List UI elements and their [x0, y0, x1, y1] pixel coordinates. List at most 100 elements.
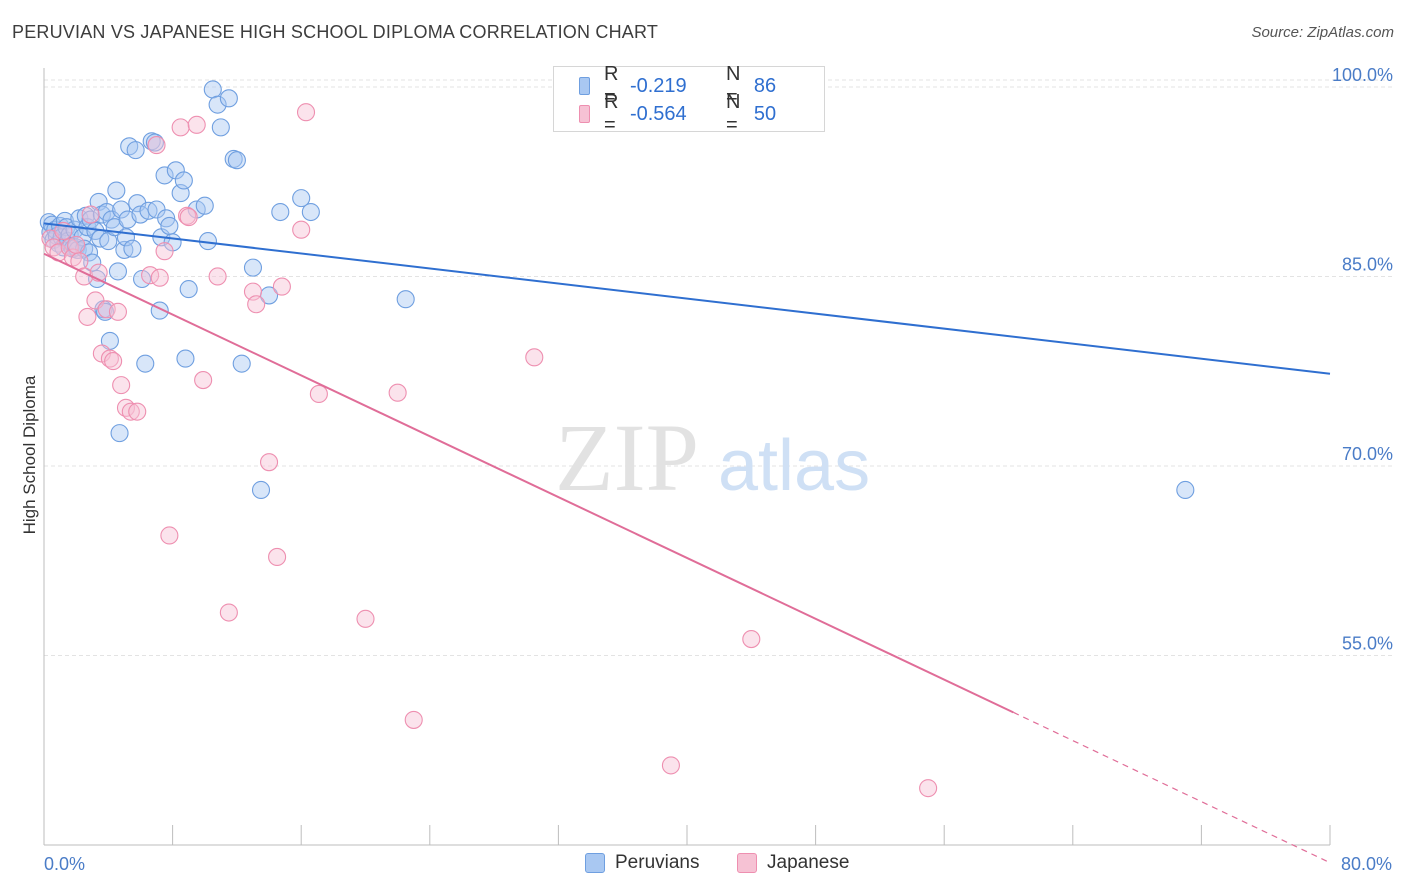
peruvians-point	[1176, 480, 1195, 500]
japanese-point	[388, 383, 407, 402]
legend-item-japanese[interactable]: Japanese	[737, 852, 849, 874]
japanese-point	[112, 376, 131, 395]
n-value: 50	[753, 102, 777, 125]
japanese-point	[194, 371, 213, 390]
japanese-trend-extension	[1013, 711, 1331, 864]
y-tick-label: 85.0%	[1342, 254, 1393, 274]
legend-label-japanese: Japanese	[767, 852, 850, 873]
japanese-point	[919, 779, 938, 798]
tick-labels: 100.0% 85.0% 70.0% 55.0% 0.0% 80.0%	[44, 65, 1393, 874]
japanese-point	[219, 603, 238, 622]
japanese-point	[309, 384, 328, 404]
peruvians-point	[126, 141, 145, 160]
peruvians-point	[136, 354, 155, 373]
japanese-point	[121, 402, 140, 421]
japanese-point	[259, 453, 279, 472]
peruvians-point	[219, 89, 238, 108]
peruvians-point	[195, 196, 214, 215]
japanese-point	[404, 710, 423, 729]
peruvians-point	[83, 253, 102, 272]
japanese-point	[179, 208, 198, 227]
japanese-point	[356, 609, 375, 628]
peruvians-point	[211, 118, 230, 137]
peruvians-point	[160, 216, 179, 235]
peruvians-point	[208, 95, 227, 114]
n-label: N =	[725, 91, 741, 136]
japanese-point	[155, 242, 174, 261]
japanese-trend-line	[43, 252, 1014, 714]
series-peruvians	[39, 80, 1195, 500]
y-tick-label: 55.0%	[1342, 633, 1393, 653]
peruvians-swatch	[579, 77, 591, 95]
legend-label-peruvians: Peruvians	[615, 852, 700, 873]
correlation-legend: R = -0.219 N = 86 R = -0.564 N = 50	[553, 63, 825, 136]
japanese-point	[247, 295, 266, 314]
r-label: R =	[604, 63, 619, 108]
peruvians-point	[243, 258, 263, 277]
chart-title: PERUVIAN VS JAPANESE HIGH SCHOOL DIPLOMA…	[12, 22, 659, 42]
x-tick-label: 80.0%	[1341, 854, 1392, 874]
peruvians-point	[227, 151, 246, 170]
japanese-point	[147, 136, 166, 155]
japanese-point	[272, 277, 291, 296]
japanese-point	[104, 352, 123, 371]
series-japanese	[41, 79, 938, 798]
japanese-swatch	[737, 853, 757, 873]
japanese-point	[160, 526, 179, 545]
peruvians-point	[112, 200, 131, 219]
peruvians-point	[110, 424, 129, 443]
japanese-point	[525, 348, 544, 367]
japanese-point	[171, 118, 190, 137]
japanese-point	[187, 115, 206, 134]
japanese-point	[150, 268, 169, 287]
peruvians-point	[176, 349, 195, 368]
peruvians-swatch	[585, 853, 605, 873]
japanese-swatch	[579, 105, 591, 123]
japanese-point	[97, 300, 116, 319]
japanese-point	[128, 402, 147, 421]
watermark: ZIP atlas	[555, 404, 870, 511]
japanese-point	[742, 630, 761, 649]
peruvians-point	[203, 80, 222, 99]
japanese-point	[100, 349, 119, 368]
peruvians-point	[107, 181, 126, 200]
peruvians-point	[174, 171, 193, 190]
japanese-point	[296, 103, 316, 122]
legend-row-japanese: R = -0.564 N = 50	[554, 91, 832, 136]
source-label: Source: ZipAtlas.com	[1251, 24, 1394, 41]
peruvians-point	[251, 480, 271, 500]
japanese-point	[108, 302, 127, 321]
peruvians-point	[123, 239, 142, 258]
japanese-point	[268, 547, 287, 566]
legend-item-peruvians[interactable]: Peruvians	[585, 852, 700, 874]
peruvians-point	[108, 262, 127, 281]
japanese-point	[208, 267, 227, 286]
r-value: -0.564	[629, 102, 687, 125]
y-tick-label: 70.0%	[1342, 444, 1393, 464]
n-value: 86	[753, 74, 777, 97]
trend-lines	[43, 222, 1331, 864]
japanese-point	[81, 205, 100, 224]
peruvians-point	[232, 354, 251, 373]
watermark-zip: ZIP	[555, 404, 699, 511]
peruvians-point	[179, 280, 198, 299]
japanese-point	[67, 235, 86, 254]
peruvians-point	[301, 202, 320, 222]
peruvians-point	[271, 202, 290, 222]
peruvians-trend-line	[43, 222, 1331, 375]
japanese-point	[292, 220, 311, 239]
peruvians-point	[292, 189, 311, 208]
japanese-point	[661, 756, 680, 775]
x-tick-label: 0.0%	[44, 854, 85, 874]
r-value: -0.219	[629, 74, 687, 97]
japanese-point	[44, 238, 63, 257]
legend-row-peruvians: R = -0.219 N = 86	[554, 63, 832, 108]
peruvians-point	[155, 166, 174, 185]
peruvians-point	[396, 290, 415, 309]
n-label: N =	[725, 63, 741, 108]
watermark-atlas: atlas	[718, 426, 870, 506]
axis-layer	[43, 68, 1331, 846]
y-tick-label: 100.0%	[1332, 65, 1393, 85]
r-label: R =	[604, 91, 619, 136]
